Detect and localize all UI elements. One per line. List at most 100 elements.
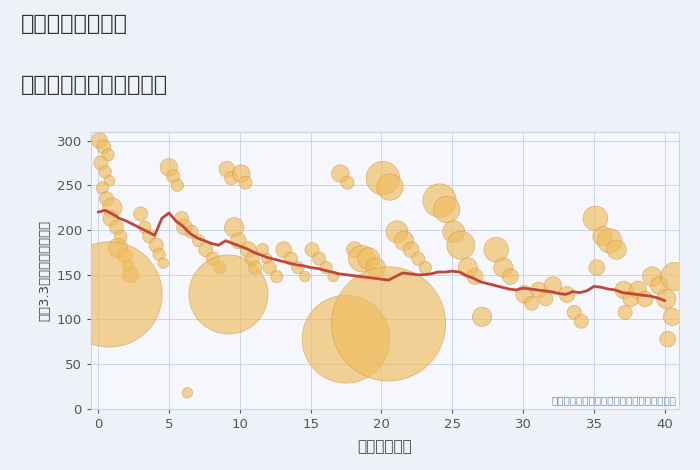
Point [384,183,395,191]
Point [669,273,680,280]
Point [434,197,445,204]
Point [158,259,169,267]
Point [176,215,188,222]
Point [498,264,509,271]
Point [172,181,183,189]
Point [102,151,113,158]
Point [470,273,481,280]
Point [271,273,282,280]
Point [97,184,108,192]
Point [625,295,636,303]
Point [247,255,258,262]
Point [106,204,118,212]
Point [98,143,109,150]
Point [179,224,190,231]
Point [135,210,146,218]
Text: 円の大きさは、取引のあった物件面積を示す: 円の大きさは、取引のあった物件面積を示す [551,395,676,405]
Point [377,174,388,182]
Point [111,224,122,231]
Point [632,286,643,294]
X-axis label: 築年数（年）: 築年数（年） [358,439,412,454]
Point [666,313,678,321]
Point [186,228,197,235]
Point [398,237,409,244]
Point [223,290,234,298]
Point [505,273,516,280]
Point [116,233,127,240]
Point [620,308,631,316]
Point [94,137,105,144]
Point [590,215,601,222]
Point [455,242,466,249]
Point [139,224,150,231]
Point [101,195,112,203]
Point [383,320,394,328]
Point [405,246,416,253]
Point [356,255,368,262]
Point [293,264,304,271]
Point [125,271,136,279]
Point [95,159,106,167]
Point [363,255,374,262]
Point [611,246,622,253]
Point [342,179,353,186]
Point [519,290,530,298]
Point [618,286,629,294]
Point [413,255,424,262]
Point [167,172,178,180]
Point [104,290,115,298]
Y-axis label: 坪（3.3㎡）単価（万円）: 坪（3.3㎡）単価（万円） [38,219,51,321]
Point [257,246,268,253]
Point [321,264,332,271]
Point [335,170,346,177]
Point [540,295,552,303]
Point [441,206,452,213]
Point [120,252,131,260]
Text: 築年数別中古戸建て価格: 築年数別中古戸建て価格 [21,75,168,95]
Point [214,264,225,271]
Point [662,336,673,343]
Point [278,246,289,253]
Point [250,264,261,271]
Point [597,233,608,240]
Point [236,170,247,177]
Point [243,246,254,253]
Point [420,264,431,271]
Point [328,273,339,280]
Point [314,255,325,262]
Point [285,255,296,262]
Point [604,237,615,244]
Point [112,244,123,251]
Point [225,174,237,182]
Point [233,237,244,244]
Point [182,389,193,397]
Point [122,262,134,269]
Point [639,295,650,303]
Point [228,224,239,231]
Point [153,251,164,258]
Point [264,264,275,271]
Point [193,237,204,244]
Point [647,273,658,280]
Point [568,308,580,316]
Point [575,317,587,325]
Point [561,290,573,298]
Point [661,295,672,303]
Point [477,313,488,321]
Point [261,255,272,262]
Point [300,273,311,280]
Point [370,264,382,271]
Point [491,246,502,253]
Point [207,255,218,262]
Point [448,228,459,235]
Point [163,164,174,171]
Point [533,286,545,294]
Point [221,165,232,173]
Point [240,179,251,186]
Point [200,246,211,253]
Point [150,242,162,249]
Point [105,215,116,222]
Point [144,233,155,240]
Point [654,282,665,289]
Point [340,336,351,343]
